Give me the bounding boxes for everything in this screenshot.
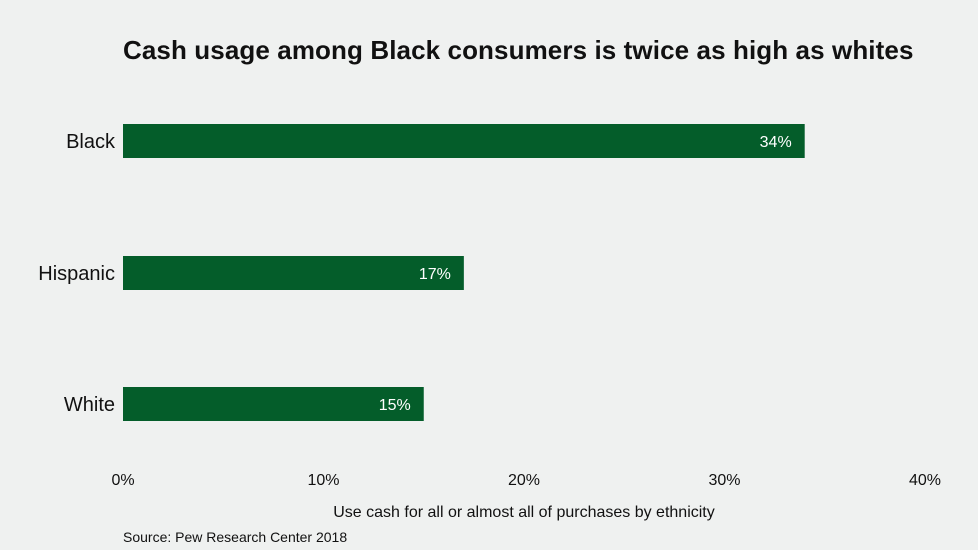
chart-title: Cash usage among Black consumers is twic… (123, 35, 914, 65)
source-note: Source: Pew Research Center 2018 (123, 529, 348, 545)
x-tick-label: 0% (111, 472, 134, 489)
value-labels-layer: 34% 17% 15% (379, 134, 792, 414)
x-tick-label: 40% (909, 472, 941, 489)
bar-white (123, 387, 424, 421)
value-label-white: 15% (379, 397, 411, 414)
bar-black (123, 124, 805, 158)
x-axis-ticks: 0% 10% 20% 30% 40% (111, 472, 941, 489)
x-tick-label: 30% (708, 472, 740, 489)
x-tick-label: 10% (307, 472, 339, 489)
x-axis-label: Use cash for all or almost all of purcha… (333, 504, 715, 521)
value-label-black: 34% (760, 134, 792, 151)
category-labels-layer: Black Hispanic White (38, 131, 116, 416)
bars-layer (123, 124, 805, 421)
category-label-white: White (64, 394, 115, 416)
category-label-black: Black (66, 131, 116, 153)
value-label-hispanic: 17% (419, 266, 451, 283)
bar-hispanic (123, 256, 464, 290)
x-tick-label: 20% (508, 472, 540, 489)
category-label-hispanic: Hispanic (38, 263, 115, 285)
